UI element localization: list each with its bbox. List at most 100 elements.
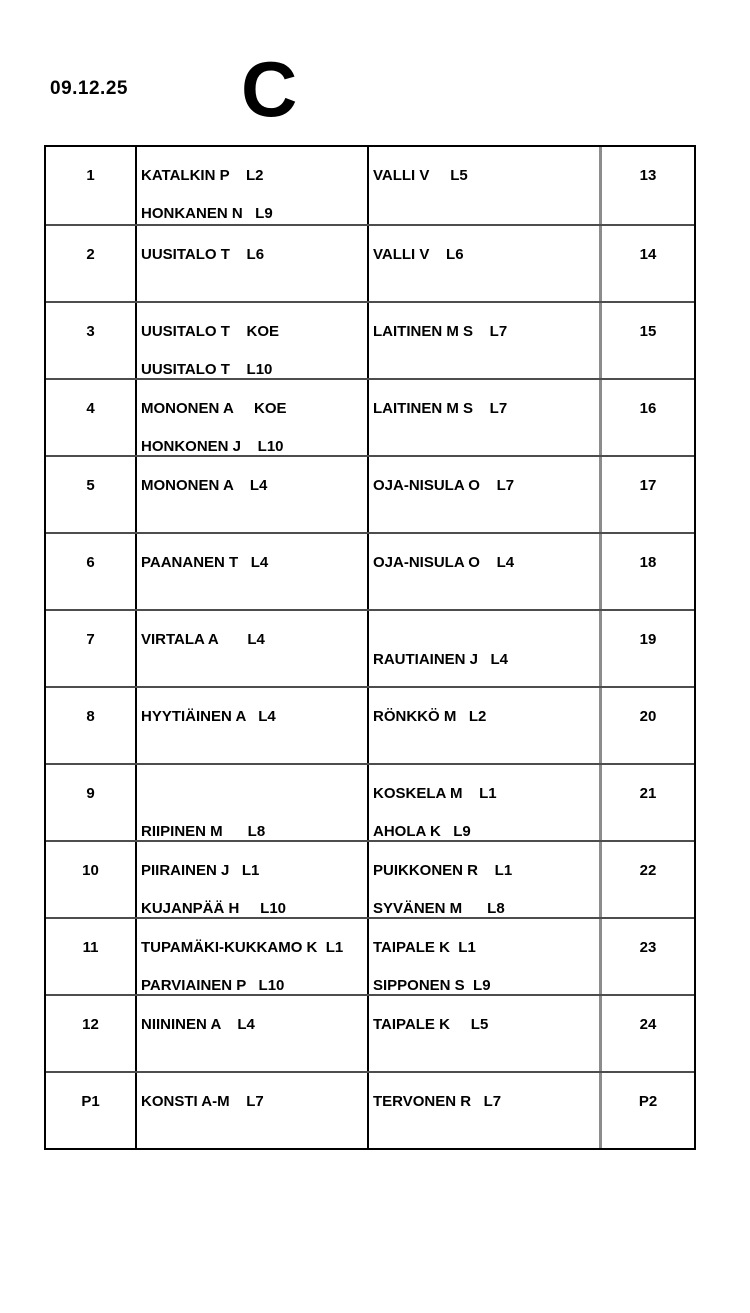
left-number: 3 <box>86 323 95 340</box>
right-pair-cell: VALLI V L5 <box>369 147 602 224</box>
left-number: 5 <box>86 477 95 494</box>
player-entry: HONKANEN N L9 <box>141 205 273 222</box>
right-pair-cell: OJA-NISULA O L4 <box>369 534 602 609</box>
left-number-cell: 11 <box>46 919 137 994</box>
left-pair-cell: VIRTALA A L4 <box>137 611 369 686</box>
left-pair-cell: KONSTI A-M L7 <box>137 1073 369 1148</box>
table-row: 10 PIIRAINEN J L1 KUJANPÄÄ H L10 PUIKKONE… <box>46 840 694 917</box>
right-number-cell: 15 <box>602 303 694 378</box>
player-entry: PARVIAINEN P L10 <box>141 977 285 994</box>
left-number: 2 <box>86 246 95 263</box>
right-number: 19 <box>639 631 657 648</box>
right-number: 20 <box>639 708 657 725</box>
player-entry: HONKONEN J L10 <box>141 438 284 455</box>
left-number: 6 <box>86 554 95 571</box>
date-label: 09.12.25 <box>50 78 128 99</box>
player-entry: HYYTIÄINEN A L4 <box>141 708 276 725</box>
right-pair-cell: OJA-NISULA O L7 <box>369 457 602 532</box>
right-number: 14 <box>639 246 657 263</box>
left-number-cell: 9 <box>46 765 137 840</box>
table-row: 11 TUPAMÄKI-KUKKAMO K L1 PARVIAINEN P L10… <box>46 917 694 994</box>
left-number: 12 <box>82 1016 99 1033</box>
player-entry: MONONEN A L4 <box>141 477 268 494</box>
player-entry: TUPAMÄKI-KUKKAMO K L1 <box>141 939 344 956</box>
right-number-cell: 16 <box>602 380 694 455</box>
player-entry: VIRTALA A L4 <box>141 631 265 648</box>
table-row: 5 MONONEN A L4 OJA-NISULA O L7 17 <box>46 455 694 532</box>
player-entry: TAIPALE K L1 <box>373 939 476 956</box>
group-letter: C <box>241 45 298 133</box>
right-number-cell: 22 <box>602 842 694 917</box>
player-entry: SYVÄNEN M L8 <box>373 900 505 917</box>
table-row: 8 HYYTIÄINEN A L4 RÖNKKÖ M L2 20 <box>46 686 694 763</box>
player-entry: KATALKIN P L2 <box>141 167 264 184</box>
left-number: 4 <box>86 400 95 417</box>
left-pair-cell: HYYTIÄINEN A L4 <box>137 688 369 763</box>
right-number: 13 <box>639 167 657 184</box>
right-pair-cell: VALLI V L6 <box>369 226 602 301</box>
left-number-cell: P1 <box>46 1073 137 1148</box>
left-pair-cell: MONONEN A KOE HONKONEN J L10 <box>137 380 369 455</box>
left-number-cell: 8 <box>46 688 137 763</box>
player-entry: RIIPINEN M L8 <box>141 823 266 840</box>
player-entry: PIIRAINEN J L1 <box>141 862 260 879</box>
left-pair-cell: TUPAMÄKI-KUKKAMO K L1 PARVIAINEN P L10 <box>137 919 369 994</box>
left-number: 8 <box>86 708 95 725</box>
right-number-cell: 24 <box>602 996 694 1071</box>
right-pair-cell: TAIPALE K L1 SIPPONEN S L9 <box>369 919 602 994</box>
table-row: 1 KATALKIN P L2 HONKANEN N L9 VALLI V L5 … <box>46 147 694 224</box>
player-entry: TAIPALE K L5 <box>373 1016 489 1033</box>
right-pair-cell: TERVONEN R L7 <box>369 1073 602 1148</box>
left-pair-cell: PIIRAINEN J L1 KUJANPÄÄ H L10 <box>137 842 369 917</box>
player-entry: OJA-NISULA O L4 <box>373 554 515 571</box>
left-number: 1 <box>86 167 95 184</box>
right-number-cell: 23 <box>602 919 694 994</box>
table-row: 6 PAANANEN T L4 OJA-NISULA O L4 18 <box>46 532 694 609</box>
left-number-cell: 10 <box>46 842 137 917</box>
table-row: 7 VIRTALA A L4 RAUTIAINEN J L4 19 <box>46 609 694 686</box>
left-number-cell: 7 <box>46 611 137 686</box>
player-entry: KONSTI A-M L7 <box>141 1093 264 1110</box>
left-number-cell: 6 <box>46 534 137 609</box>
right-pair-cell: LAITINEN M S L7 <box>369 380 602 455</box>
right-number: 15 <box>639 323 657 340</box>
right-number-cell: 20 <box>602 688 694 763</box>
player-entry: NIININEN A L4 <box>141 1016 255 1033</box>
left-number: 9 <box>86 785 95 802</box>
player-entry: RAUTIAINEN J L4 <box>373 651 509 668</box>
left-pair-cell: NIININEN A L4 <box>137 996 369 1071</box>
left-number-cell: 12 <box>46 996 137 1071</box>
left-pair-cell: UUSITALO T L6 <box>137 226 369 301</box>
player-entry: VALLI V L6 <box>373 246 464 263</box>
player-entry: PAANANEN T L4 <box>141 554 269 571</box>
left-pair-cell: PAANANEN T L4 <box>137 534 369 609</box>
right-number-cell: 14 <box>602 226 694 301</box>
right-number-cell: 19 <box>602 611 694 686</box>
left-number-cell: 1 <box>46 147 137 224</box>
right-number: 17 <box>639 477 657 494</box>
right-number-cell: 21 <box>602 765 694 840</box>
right-number-cell: 18 <box>602 534 694 609</box>
player-entry: OJA-NISULA O L7 <box>373 477 515 494</box>
right-number: P2 <box>638 1093 658 1110</box>
right-number: 18 <box>639 554 657 571</box>
right-pair-cell: LAITINEN M S L7 <box>369 303 602 378</box>
left-number: 7 <box>86 631 95 648</box>
right-pair-cell: TAIPALE K L5 <box>369 996 602 1071</box>
left-pair-cell: MONONEN A L4 <box>137 457 369 532</box>
table-row: P1 KONSTI A-M L7 TERVONEN R L7 P2 <box>46 1071 694 1148</box>
right-pair-cell: PUIKKONEN R L1 SYVÄNEN M L8 <box>369 842 602 917</box>
left-number-cell: 5 <box>46 457 137 532</box>
player-entry: UUSITALO T KOE <box>141 323 280 340</box>
left-pair-cell: UUSITALO T KOE UUSITALO T L10 <box>137 303 369 378</box>
player-entry: AHOLA K L9 <box>373 823 471 840</box>
player-entry: KOSKELA M L1 <box>373 785 497 802</box>
player-entry: KUJANPÄÄ H L10 <box>141 900 287 917</box>
table-row: 2 UUSITALO T L6 VALLI V L6 14 <box>46 224 694 301</box>
left-number-cell: 4 <box>46 380 137 455</box>
right-number: 22 <box>639 862 657 879</box>
right-pair-cell: RÖNKKÖ M L2 <box>369 688 602 763</box>
left-number: 10 <box>82 862 99 879</box>
player-entry: MONONEN A KOE <box>141 400 287 417</box>
